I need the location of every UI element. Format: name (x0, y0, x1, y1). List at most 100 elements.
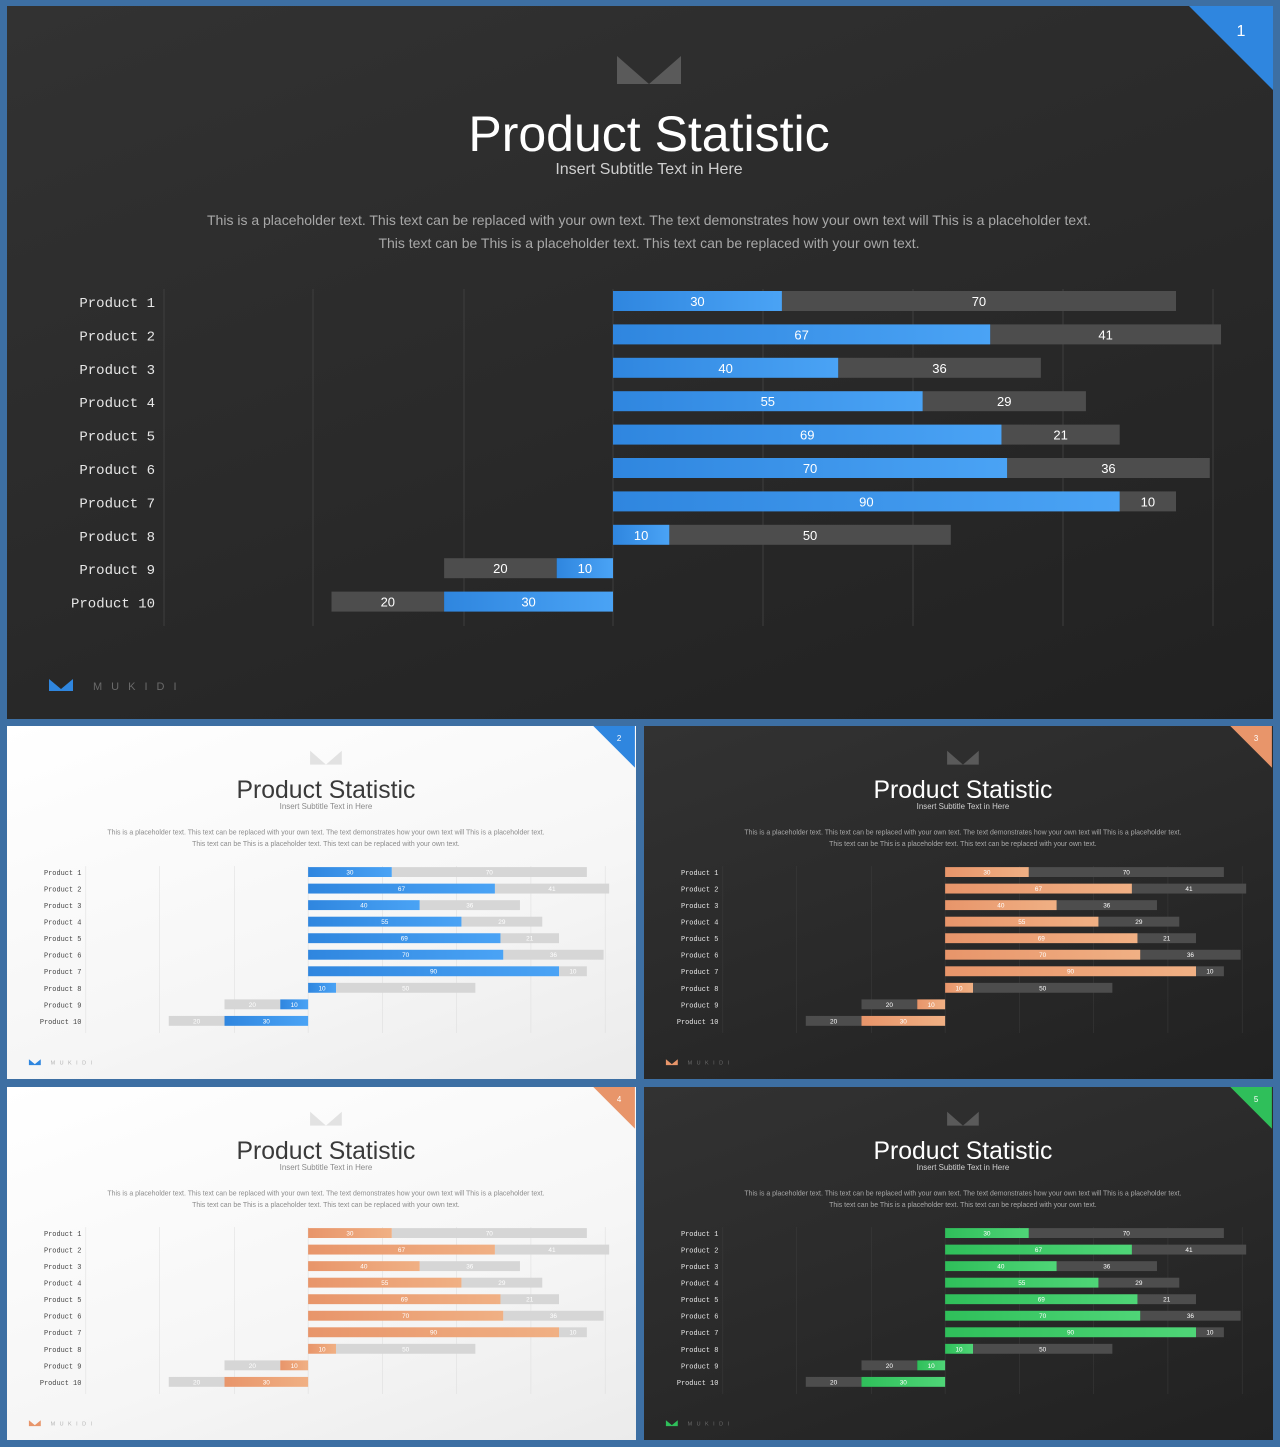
bar-value (308, 1261, 420, 1272)
category-label: Product 7 (44, 969, 81, 977)
bar-value-label: 70 (402, 1313, 410, 1320)
bar-remainder (558, 966, 587, 977)
bar-value (945, 1327, 1196, 1338)
bar-value-label: 90 (1067, 969, 1075, 976)
bar-remainder-label: 29 (1135, 1280, 1143, 1287)
bar-remainder-label: 36 (1187, 952, 1195, 959)
bar-value (945, 966, 1196, 977)
bar-remainder (461, 916, 543, 927)
bar-value (308, 916, 462, 927)
bar-remainder-label: 50 (803, 528, 817, 543)
category-label: Product 2 (681, 887, 718, 895)
bar-remainder (1098, 1277, 1180, 1288)
category-label: Product 4 (79, 396, 155, 412)
bar-remainder (973, 982, 1113, 993)
bar-value (861, 1015, 946, 1026)
category-label: Product 8 (44, 1347, 81, 1355)
category-label: Product 10 (40, 1380, 82, 1388)
bar-value (308, 867, 392, 878)
bar-remainder-label: 50 (402, 1346, 410, 1353)
bar-value (444, 591, 613, 612)
bar-value (917, 999, 946, 1010)
bar-value (613, 491, 1120, 512)
bar-remainder-label: 36 (550, 1313, 558, 1320)
bar-value (945, 982, 974, 993)
bar-remainder-label: 36 (1103, 1264, 1111, 1271)
slide-title: Product Statistic (468, 106, 829, 162)
category-label: Product 10 (677, 1019, 719, 1027)
bar-value-label: 40 (997, 903, 1005, 910)
category-label: Product 1 (44, 870, 81, 878)
bar-value-label: 30 (983, 1231, 991, 1238)
category-label: Product 3 (79, 363, 155, 379)
logo-mark-icon (947, 1111, 979, 1126)
bar-value (280, 1360, 309, 1371)
brand-logo-icon (49, 679, 73, 691)
category-label: Product 9 (79, 563, 155, 579)
brand-name: MUKIDI (51, 1422, 97, 1428)
bar-remainder (1028, 1228, 1224, 1239)
bar-remainder (500, 933, 559, 944)
bar-value-label: 70 (1039, 1313, 1047, 1320)
bar-remainder-label: 21 (526, 936, 534, 943)
bar-remainder (861, 999, 918, 1010)
body-text-line: This is a placeholder text. This text ca… (107, 1190, 544, 1197)
bar-value (308, 933, 501, 944)
logo-mark-icon (310, 1111, 342, 1126)
slide-5: 5 Product Statistic Insert Subtitle Text i… (644, 1087, 1273, 1440)
bar-remainder (1131, 883, 1247, 894)
category-label: Product 6 (44, 1314, 81, 1322)
category-label: Product 6 (79, 463, 155, 479)
bar-remainder (444, 558, 557, 579)
bar-remainder-label: 20 (381, 595, 395, 610)
slide-number-corner (1230, 1087, 1272, 1129)
body-text-line: This is a placeholder text. This text ca… (744, 1190, 1181, 1197)
category-label: Product 10 (40, 1019, 82, 1027)
category-label: Product 6 (681, 1314, 718, 1322)
body-text-line: This is a placeholder text. This text ca… (207, 212, 1091, 228)
bar-remainder-label: 70 (972, 294, 986, 309)
bar-remainder-label: 21 (526, 1297, 534, 1304)
bar-value-label: 67 (1035, 886, 1043, 893)
category-label: Product 4 (681, 920, 718, 928)
bar-remainder (1137, 1294, 1196, 1305)
brand-name: MUKIDI (51, 1061, 97, 1067)
bar-remainder (1195, 966, 1224, 977)
category-label: Product 8 (79, 530, 155, 546)
bar-value (945, 1261, 1057, 1272)
bar-remainder-label: 70 (486, 1231, 494, 1238)
category-label: Product 4 (44, 1281, 81, 1289)
category-label: Product 1 (44, 1231, 81, 1239)
body-text-line: This text can be This is a placeholder t… (829, 841, 1097, 848)
category-label: Product 3 (681, 903, 718, 911)
bar-remainder (391, 867, 587, 878)
bar-remainder (1028, 867, 1224, 878)
slide-subtitle: Insert Subtitle Text in Here (917, 802, 1010, 811)
bar-value (945, 933, 1138, 944)
bar-remainder (1131, 1244, 1247, 1255)
bar-remainder (461, 1277, 543, 1288)
bar-remainder (805, 1015, 862, 1026)
bar-value-label: 30 (263, 1379, 271, 1386)
bar-remainder (1001, 424, 1120, 445)
bar-value (613, 424, 1002, 445)
bar-remainder (419, 1261, 520, 1272)
bar-value (945, 900, 1057, 911)
bar-value (556, 558, 613, 579)
slide-4: 4 Product Statistic Insert Subtitle Text i… (7, 1087, 636, 1440)
bar-remainder (922, 391, 1086, 412)
bar-remainder (990, 324, 1222, 345)
bar-remainder-label: 41 (1185, 1247, 1193, 1254)
bar-remainder-label: 10 (1141, 494, 1155, 509)
bar-value (280, 999, 309, 1010)
bar-value (308, 900, 420, 911)
bar-remainder (419, 900, 520, 911)
bar-remainder (224, 999, 281, 1010)
bar-remainder-label: 20 (249, 1363, 257, 1370)
bar-value-label: 67 (398, 886, 406, 893)
category-label: Product 7 (44, 1330, 81, 1338)
bar-remainder-label: 41 (548, 1247, 556, 1254)
